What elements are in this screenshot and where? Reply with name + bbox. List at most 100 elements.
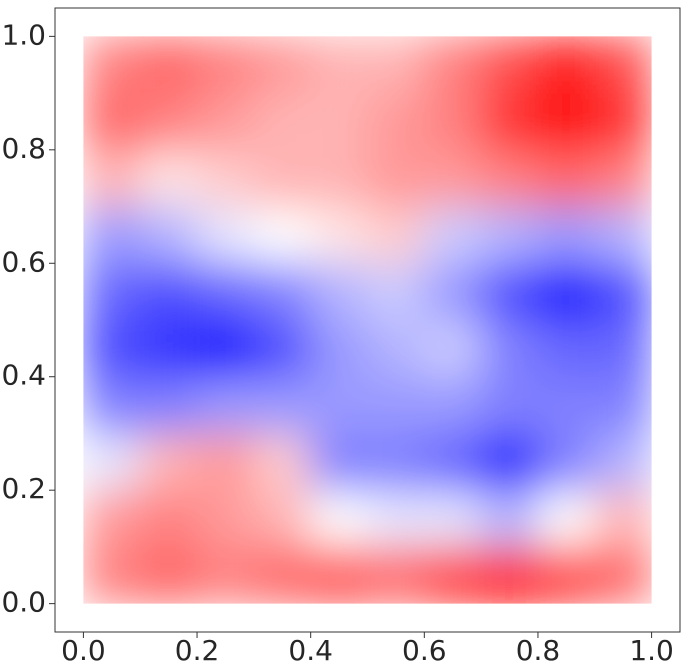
heat-cell	[139, 149, 198, 208]
heat-cell	[480, 546, 539, 604]
heat-cell	[367, 149, 425, 208]
heat-cell	[480, 489, 539, 548]
heat-cell	[310, 92, 368, 151]
heat-cell	[83, 262, 141, 321]
heat-cell	[253, 262, 312, 321]
heat-cell	[537, 432, 596, 491]
heat-cell	[367, 489, 425, 548]
heat-cell	[253, 319, 312, 378]
x-tick-label: 0.6	[402, 634, 447, 667]
heat-cell	[594, 36, 652, 94]
heat-cell	[139, 262, 198, 321]
heat-cell	[423, 92, 482, 151]
heat-cell	[196, 376, 255, 434]
heat-cell	[253, 432, 312, 491]
heat-cell	[83, 489, 141, 548]
heat-cell	[253, 149, 312, 208]
heat-cell	[480, 432, 539, 491]
heat-cell	[253, 36, 312, 94]
heat-cell	[537, 206, 596, 264]
heat-cell	[423, 319, 482, 378]
heat-cell	[594, 432, 652, 491]
heat-cell	[83, 36, 141, 94]
heat-cell	[139, 376, 198, 434]
heat-cell	[196, 489, 255, 548]
heat-cell	[310, 36, 368, 94]
heat-cell	[537, 376, 596, 434]
heat-cell	[196, 262, 255, 321]
heat-cell	[367, 206, 425, 264]
heat-cell	[367, 376, 425, 434]
heat-cell	[139, 92, 198, 151]
heat-cell	[367, 319, 425, 378]
heat-cell	[480, 149, 539, 208]
heat-cell	[253, 206, 312, 264]
heat-cell	[594, 92, 652, 151]
heat-cell	[310, 262, 368, 321]
heat-cell	[537, 319, 596, 378]
heat-cell	[537, 546, 596, 604]
heat-cell	[310, 206, 368, 264]
heat-cell	[253, 546, 312, 604]
x-tick-label: 1.0	[629, 634, 674, 667]
x-tick-label: 0.8	[516, 634, 561, 667]
heat-cell	[537, 92, 596, 151]
heat-cell	[367, 546, 425, 604]
field-cells	[83, 36, 652, 604]
heat-cell	[310, 149, 368, 208]
heat-cell	[83, 92, 141, 151]
y-tick-label: 1.0	[1, 18, 46, 51]
heat-cell	[367, 262, 425, 321]
heat-cell	[310, 546, 368, 604]
heat-cell	[83, 319, 141, 378]
heat-cell	[139, 432, 198, 491]
heat-cell	[423, 36, 482, 94]
heat-cell	[196, 36, 255, 94]
heat-cell	[139, 489, 198, 548]
heat-cell	[594, 319, 652, 378]
heat-cell	[423, 546, 482, 604]
heat-cell	[196, 149, 255, 208]
heat-cell	[423, 489, 482, 548]
heat-cell	[594, 376, 652, 434]
heat-cell	[310, 432, 368, 491]
heat-cell	[196, 206, 255, 264]
heat-cell	[480, 92, 539, 151]
heat-cell	[423, 149, 482, 208]
heat-cell	[196, 92, 255, 151]
heat-cell	[196, 432, 255, 491]
heat-cell	[83, 376, 141, 434]
heat-cell	[423, 262, 482, 321]
heat-cell	[83, 432, 141, 491]
heat-cell	[594, 149, 652, 208]
heat-cell	[367, 36, 425, 94]
heat-cell	[139, 206, 198, 264]
heat-cell	[537, 36, 596, 94]
heat-cell	[423, 206, 482, 264]
heat-cell	[594, 489, 652, 548]
heat-cell	[480, 36, 539, 94]
plot-frame	[54, 7, 681, 633]
heat-cell	[367, 432, 425, 491]
heat-cell	[480, 206, 539, 264]
heat-cell	[83, 206, 141, 264]
y-tick-label: 0.4	[1, 359, 46, 392]
heat-cell	[423, 376, 482, 434]
heat-cell	[310, 376, 368, 434]
x-tick-label: 0.4	[288, 634, 333, 667]
heat-cell	[253, 376, 312, 434]
field	[83, 36, 652, 604]
heat-cell	[310, 319, 368, 378]
y-tick-label: 0.8	[1, 132, 46, 165]
heat-cell	[253, 92, 312, 151]
heat-cell	[139, 36, 198, 94]
heat-cell	[196, 546, 255, 604]
y-tick-label: 0.6	[1, 245, 46, 278]
heat-cell	[139, 319, 198, 378]
y-tick-label: 0.2	[1, 472, 46, 505]
heat-cell	[594, 262, 652, 321]
heat-cell	[537, 262, 596, 321]
heat-cell	[480, 376, 539, 434]
heat-cell	[594, 206, 652, 264]
x-tick-label: 0.2	[175, 634, 220, 667]
